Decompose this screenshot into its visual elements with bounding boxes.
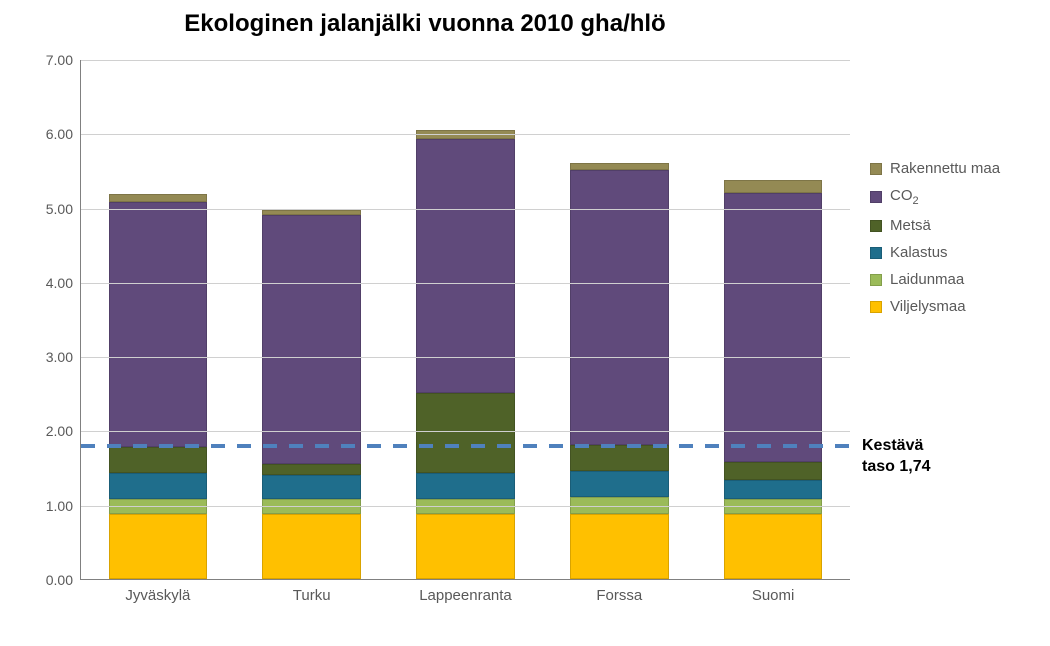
bar-segment-co2 bbox=[262, 215, 360, 464]
bar-segment-kalastus bbox=[262, 475, 360, 499]
y-tick-label: 5.00 bbox=[46, 201, 73, 217]
plot-area: JyväskyläTurkuLappeenrantaForssaSuomi 0.… bbox=[80, 60, 850, 580]
bar-slot: Forssa bbox=[542, 60, 696, 579]
bar-segment-kalastus bbox=[416, 473, 514, 499]
bar-segment-metsa bbox=[416, 393, 514, 472]
chart-container: Ekologinen jalanjälki vuonna 2010 gha/hl… bbox=[0, 0, 1050, 646]
gridline bbox=[81, 431, 850, 432]
legend-item: Viljelysmaa bbox=[870, 298, 1000, 315]
legend-label: Metsä bbox=[890, 217, 931, 234]
bar-segment-metsa bbox=[570, 445, 668, 471]
bar-segment-rakennettu bbox=[570, 163, 668, 170]
legend-label: Laidunmaa bbox=[890, 271, 964, 288]
legend-item: Metsä bbox=[870, 217, 1000, 234]
chart-title: Ekologinen jalanjälki vuonna 2010 gha/hl… bbox=[0, 10, 850, 38]
bar bbox=[109, 194, 207, 579]
x-tick-label: Lappeenranta bbox=[389, 587, 543, 604]
bar-segment-co2 bbox=[109, 202, 207, 447]
y-tick-label: 6.00 bbox=[46, 126, 73, 142]
y-tick-label: 2.00 bbox=[46, 423, 73, 439]
legend-swatch bbox=[870, 191, 882, 203]
gridline bbox=[81, 357, 850, 358]
legend-swatch bbox=[870, 301, 882, 313]
legend-label: CO2 bbox=[890, 187, 919, 207]
bar-segment-viljelysmaa bbox=[570, 514, 668, 579]
bar bbox=[416, 130, 514, 579]
x-tick-label: Suomi bbox=[696, 587, 850, 604]
gridline bbox=[81, 134, 850, 135]
bar-segment-kalastus bbox=[570, 471, 668, 497]
x-tick-label: Jyväskylä bbox=[81, 587, 235, 604]
bar-segment-viljelysmaa bbox=[416, 514, 514, 579]
bar-segment-viljelysmaa bbox=[109, 514, 207, 579]
bar bbox=[724, 180, 822, 579]
bar-segment-viljelysmaa bbox=[262, 514, 360, 579]
legend-swatch bbox=[870, 274, 882, 286]
legend: Rakennettu maa CO2 Metsä Kalastus Laidunmaa V… bbox=[870, 160, 1000, 325]
reference-line bbox=[81, 444, 850, 448]
bar-segment-co2 bbox=[570, 170, 668, 445]
bar bbox=[262, 210, 360, 579]
y-tick-label: 7.00 bbox=[46, 52, 73, 68]
legend-swatch bbox=[870, 163, 882, 175]
bar-segment-kalastus bbox=[109, 473, 207, 499]
reference-annotation: Kestävätaso 1,74 bbox=[862, 436, 930, 478]
legend-label: Viljelysmaa bbox=[890, 298, 966, 315]
bar-segment-metsa bbox=[109, 447, 207, 473]
legend-label: Kalastus bbox=[890, 244, 948, 261]
y-tick-label: 4.00 bbox=[46, 275, 73, 291]
y-tick-label: 0.00 bbox=[46, 572, 73, 588]
bar bbox=[570, 163, 668, 579]
legend-swatch bbox=[870, 220, 882, 232]
legend-item: Laidunmaa bbox=[870, 271, 1000, 288]
gridline bbox=[81, 506, 850, 507]
bar-slot: Jyväskylä bbox=[81, 60, 235, 579]
bar-slot: Lappeenranta bbox=[389, 60, 543, 579]
y-tick-label: 1.00 bbox=[46, 498, 73, 514]
y-tick-label: 3.00 bbox=[46, 349, 73, 365]
gridline bbox=[81, 209, 850, 210]
x-tick-label: Forssa bbox=[542, 587, 696, 604]
legend-item: Rakennettu maa bbox=[870, 160, 1000, 177]
bar-segment-rakennettu bbox=[109, 194, 207, 201]
legend-label: Rakennettu maa bbox=[890, 160, 1000, 177]
legend-item: Kalastus bbox=[870, 244, 1000, 261]
bars-wrap: JyväskyläTurkuLappeenrantaForssaSuomi bbox=[81, 60, 850, 579]
x-tick-label: Turku bbox=[235, 587, 389, 604]
bar-segment-co2 bbox=[416, 139, 514, 394]
bar-segment-metsa bbox=[262, 464, 360, 475]
legend-swatch bbox=[870, 247, 882, 259]
bar-segment-metsa bbox=[724, 462, 822, 481]
gridline bbox=[81, 283, 850, 284]
bar-segment-viljelysmaa bbox=[724, 514, 822, 579]
bar-segment-kalastus bbox=[724, 480, 822, 499]
bar-slot: Suomi bbox=[696, 60, 850, 579]
bar-segment-rakennettu bbox=[724, 180, 822, 193]
bar-segment-co2 bbox=[724, 193, 822, 462]
gridline bbox=[81, 60, 850, 61]
bar-slot: Turku bbox=[235, 60, 389, 579]
legend-item: CO2 bbox=[870, 187, 1000, 207]
